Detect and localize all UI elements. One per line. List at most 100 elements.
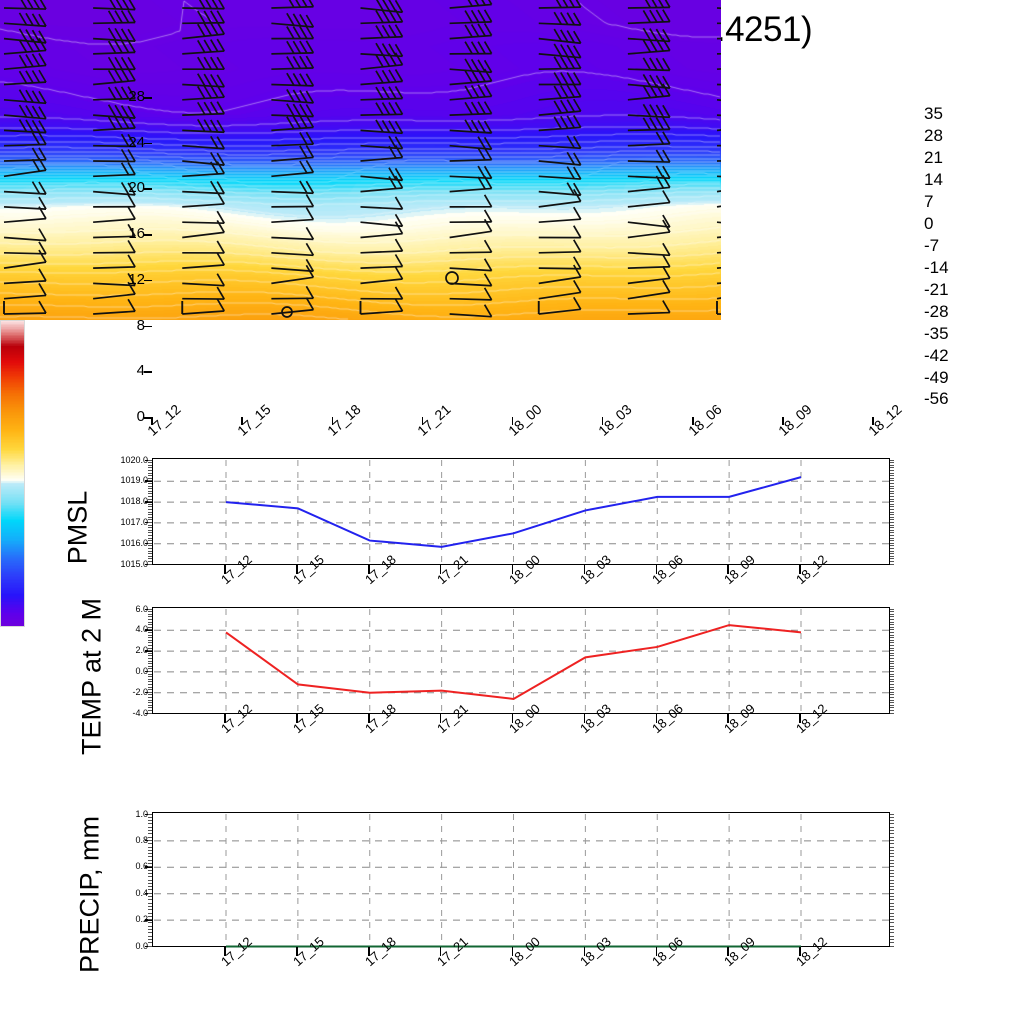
- temp-2m-y-minor-tick-right: [890, 618, 894, 620]
- main-x-tick-label: 18_03: [594, 400, 635, 439]
- precip-y-minor-tick-right: [890, 938, 894, 940]
- precip-y-minor-tick-right: [890, 826, 894, 828]
- precip-x-tickmark: [511, 947, 514, 956]
- temp-2m-x-tickmark: [583, 714, 586, 723]
- precip-y-minor-tick-right: [890, 830, 894, 831]
- precip-y-minor-tick-right: [890, 899, 894, 901]
- colorbar-tick-label: 0: [924, 214, 934, 234]
- pmsl-y-minor-tick: [148, 493, 152, 495]
- temp-2m-y-minor-tick: [148, 665, 152, 667]
- main-x-tick-label: 17_21: [414, 400, 455, 439]
- precip-y-minor-tick: [148, 886, 152, 888]
- pmsl-y-minor-tick-right: [890, 493, 894, 495]
- temp-2m-y-tick: 2.0: [135, 645, 148, 656]
- precip-y-minor-tick-right: [890, 836, 894, 838]
- main-y-tick: 28: [128, 88, 145, 105]
- temp-2m-y-minor-tick: [148, 673, 152, 675]
- precip-y-minor-tick-right: [890, 892, 894, 894]
- pmsl-y-tick: 1017.0: [120, 516, 148, 527]
- precip-y-minor-tick-right: [890, 859, 894, 861]
- precip-y-minor-tick: [148, 856, 152, 858]
- pmsl-y-minor-tick-right: [890, 464, 894, 466]
- precip-y-minor-tick: [148, 922, 152, 924]
- temp-2m-y-minor-tick: [148, 681, 152, 683]
- main-x-tickmark: [241, 417, 243, 425]
- temp-2m-y-minor-tick: [148, 608, 152, 610]
- temp-2m-y-minor-tick-right: [890, 624, 894, 626]
- pmsl-y-minor-tick-right: [890, 540, 894, 542]
- main-x-tick-label: 17_12: [144, 400, 184, 439]
- temp-2m-y-minor-tick: [148, 694, 152, 696]
- pmsl-y-minor-tick-right: [890, 467, 894, 469]
- temp-2m-x-tickmark: [368, 714, 370, 723]
- pmsl-y-minor-tick: [148, 488, 152, 490]
- pmsl-y-minor-tick-right: [890, 555, 894, 557]
- precip-x-tickmark: [799, 947, 801, 956]
- pmsl-y-minor-tick-right: [890, 545, 894, 547]
- pmsl-y-minor-tick: [148, 563, 152, 565]
- precip-y-minor-tick-right: [890, 839, 894, 841]
- pmsl-y-minor-tick-right: [890, 508, 894, 510]
- temp-2m-y-minor-tick-right: [890, 657, 894, 659]
- pmsl-y-minor-tick: [148, 529, 152, 531]
- main-y-tickmark: [144, 188, 152, 190]
- pmsl-y-minor-tick: [148, 464, 152, 466]
- temp-2m-y-minor-tick: [148, 712, 152, 714]
- precip-x-tickmark: [583, 947, 586, 956]
- pmsl-y-minor-tick: [148, 527, 152, 529]
- precip-y-minor-tick-right: [890, 889, 894, 891]
- main-y-tickmark: [144, 325, 152, 328]
- temp-2m-axis-label: TEMP at 2 M: [76, 597, 107, 756]
- precip-y-minor-tick: [148, 833, 152, 835]
- precip-y-minor-tick-right: [890, 905, 894, 907]
- colorbar-tick-label: 28: [924, 126, 943, 146]
- temp-2m-y-minor-tick-right: [890, 712, 894, 714]
- wind-barb-overlay: [3, 0, 721, 318]
- precip-y-minor-tick: [148, 929, 152, 930]
- precip-panel: [152, 812, 890, 948]
- temp-2m-y-minor-tick: [148, 647, 152, 649]
- precip-y-minor-tick-right: [890, 945, 894, 947]
- temp-2m-y-minor-tick: [148, 624, 152, 626]
- temp-2m-y-minor-tick: [148, 702, 152, 704]
- temp-2m-y-minor-tick: [148, 704, 152, 706]
- precip-y-minor-tick: [148, 879, 152, 881]
- precip-y-minor-tick-right: [890, 886, 894, 888]
- temp-2m-y-minor-tick: [148, 691, 152, 693]
- pmsl-y-minor-tick-right: [890, 462, 894, 464]
- main-x-tick-label: 17_15: [234, 400, 274, 439]
- pmsl-y-tick: 1015.0: [120, 558, 148, 569]
- pmsl-y-minor-tick: [148, 462, 152, 464]
- precip-y-minor-tick: [148, 853, 152, 855]
- precip-y-minor-tick: [148, 826, 152, 828]
- precip-y-minor-tick: [148, 945, 152, 947]
- temp-2m-y-minor-tick-right: [890, 634, 894, 636]
- temp-2m-y-minor-tick: [148, 670, 152, 672]
- precip-y-minor-tick: [148, 872, 152, 874]
- pmsl-y-minor-tick: [148, 472, 152, 474]
- temp-2m-y-tick: 6.0: [135, 603, 148, 614]
- precip-y-minor-tick-right: [890, 912, 894, 914]
- pmsl-y-minor-tick-right: [890, 534, 894, 536]
- temp-2m-y-minor-tick: [148, 689, 152, 691]
- colorbar-tick-label: 35: [924, 104, 943, 124]
- temp-2m-y-minor-tick: [148, 613, 152, 615]
- pmsl-y-minor-tick: [148, 542, 152, 544]
- pmsl-x-tickmark: [296, 565, 298, 574]
- pmsl-y-minor-tick: [148, 547, 152, 549]
- main-x-tickmark: [782, 417, 784, 425]
- temp-2m-y-minor-tick: [148, 686, 152, 688]
- pmsl-y-tick: 1019.0: [120, 475, 148, 486]
- precip-y-minor-tick: [148, 836, 152, 838]
- colorbar-tick-label: 14: [924, 170, 943, 190]
- precip-y-minor-tick-right: [890, 876, 894, 878]
- temp-2m-x-tickmark: [224, 714, 226, 723]
- pmsl-y-minor-tick: [148, 467, 152, 469]
- pmsl-y-minor-tick: [148, 560, 152, 562]
- pmsl-y-minor-tick-right: [890, 558, 894, 560]
- pmsl-y-minor-tick: [148, 501, 152, 503]
- temp-2m-y-minor-tick-right: [890, 613, 894, 615]
- precip-axis-label: PRECIP, mm: [74, 815, 105, 974]
- pmsl-y-minor-tick-right: [890, 480, 894, 482]
- pmsl-y-minor-tick: [148, 480, 152, 482]
